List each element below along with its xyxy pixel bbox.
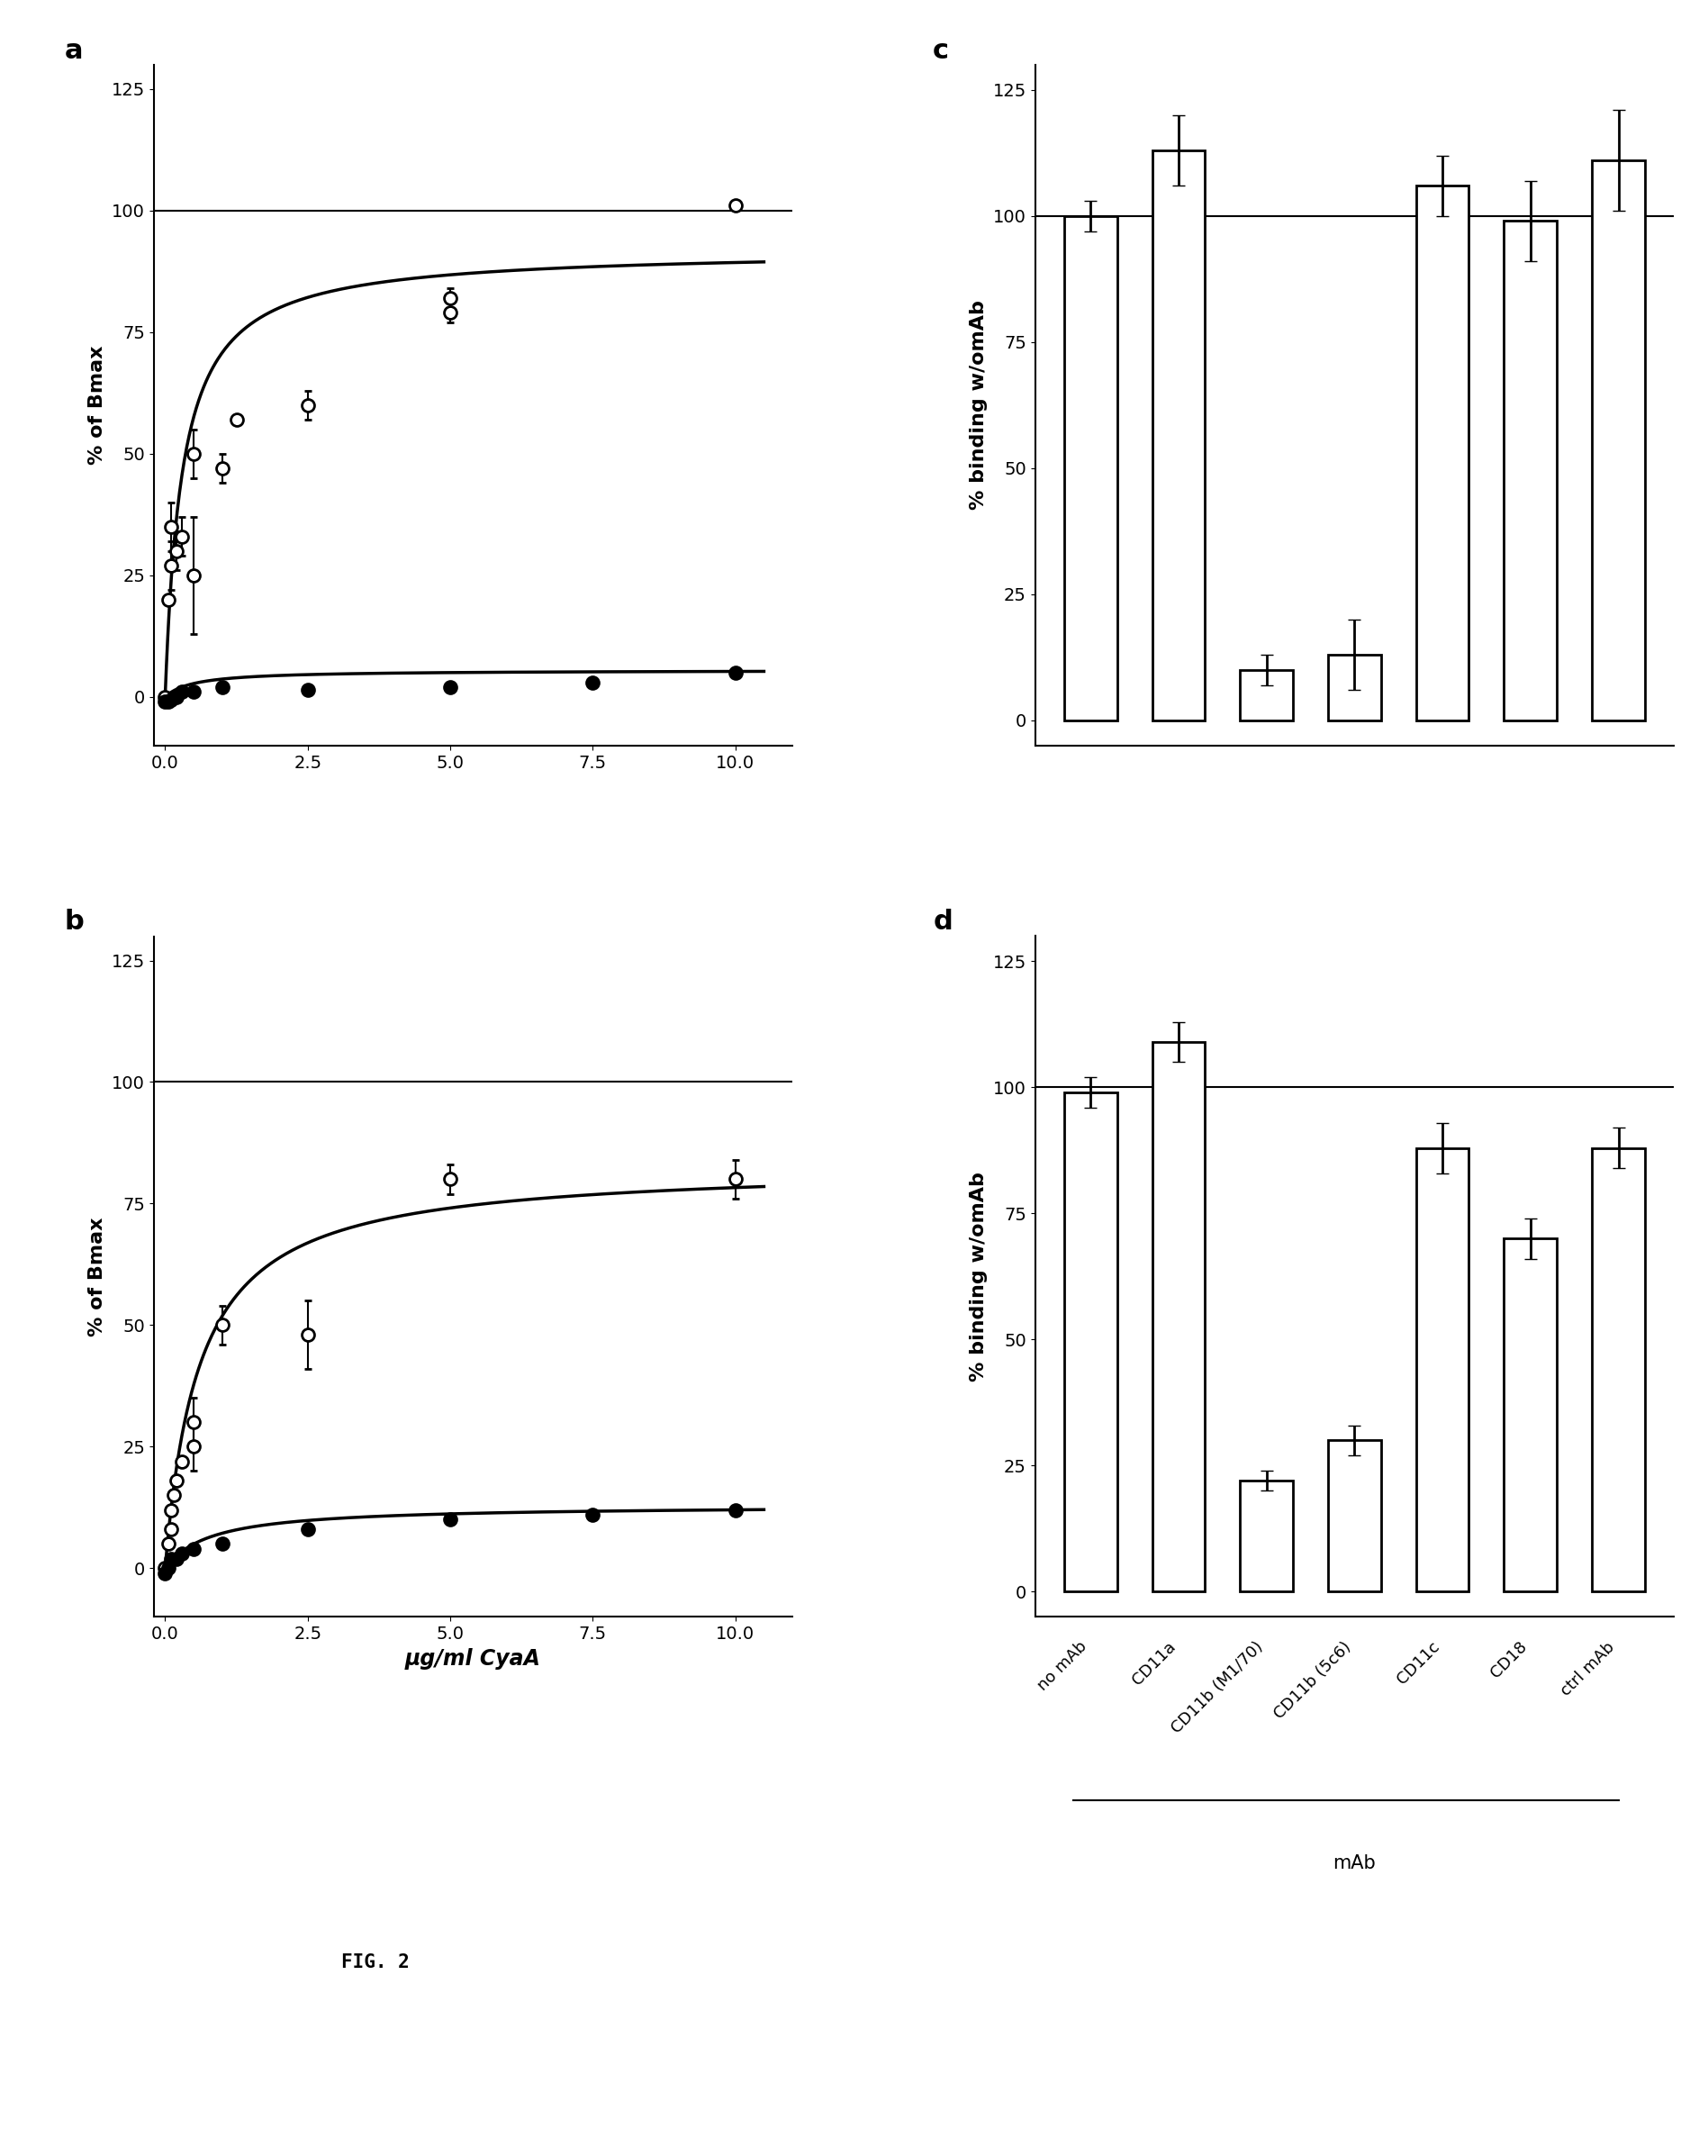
Bar <box>1064 1093 1117 1591</box>
Bar <box>1329 1440 1380 1591</box>
Text: b: b <box>65 910 84 936</box>
Bar <box>1329 655 1380 720</box>
Bar <box>1505 1240 1556 1591</box>
Text: CD18: CD18 <box>1488 1639 1530 1682</box>
Bar <box>1240 1481 1293 1591</box>
Text: ctrl mAb: ctrl mAb <box>1558 1639 1619 1699</box>
Bar <box>1240 671 1293 720</box>
Y-axis label: % of Bmax: % of Bmax <box>89 1216 106 1337</box>
Text: no mAb: no mAb <box>1035 1639 1091 1695</box>
Text: mAb: mAb <box>1332 1854 1377 1871</box>
Text: FIG. 2: FIG. 2 <box>342 1953 410 1971</box>
Bar <box>1592 1147 1645 1591</box>
Bar <box>1153 1041 1204 1591</box>
Text: c: c <box>933 37 950 63</box>
Bar <box>1153 151 1204 720</box>
Bar <box>1064 216 1117 720</box>
Y-axis label: % binding w/omAb: % binding w/omAb <box>970 300 987 511</box>
Bar <box>1416 185 1469 720</box>
Text: CD11b (M1/70): CD11b (M1/70) <box>1168 1639 1267 1738</box>
Text: a: a <box>65 37 82 63</box>
Y-axis label: % of Bmax: % of Bmax <box>89 345 106 466</box>
Y-axis label: % binding w/omAb: % binding w/omAb <box>970 1171 987 1382</box>
Text: CD11c: CD11c <box>1394 1639 1443 1688</box>
X-axis label: μg/ml CyaA: μg/ml CyaA <box>405 1647 541 1669</box>
Text: CD11a: CD11a <box>1129 1639 1179 1688</box>
Bar <box>1505 222 1556 720</box>
Text: d: d <box>933 910 953 936</box>
Text: CD11b (5c6): CD11b (5c6) <box>1271 1639 1354 1723</box>
Bar <box>1416 1147 1469 1591</box>
Bar <box>1592 160 1645 720</box>
